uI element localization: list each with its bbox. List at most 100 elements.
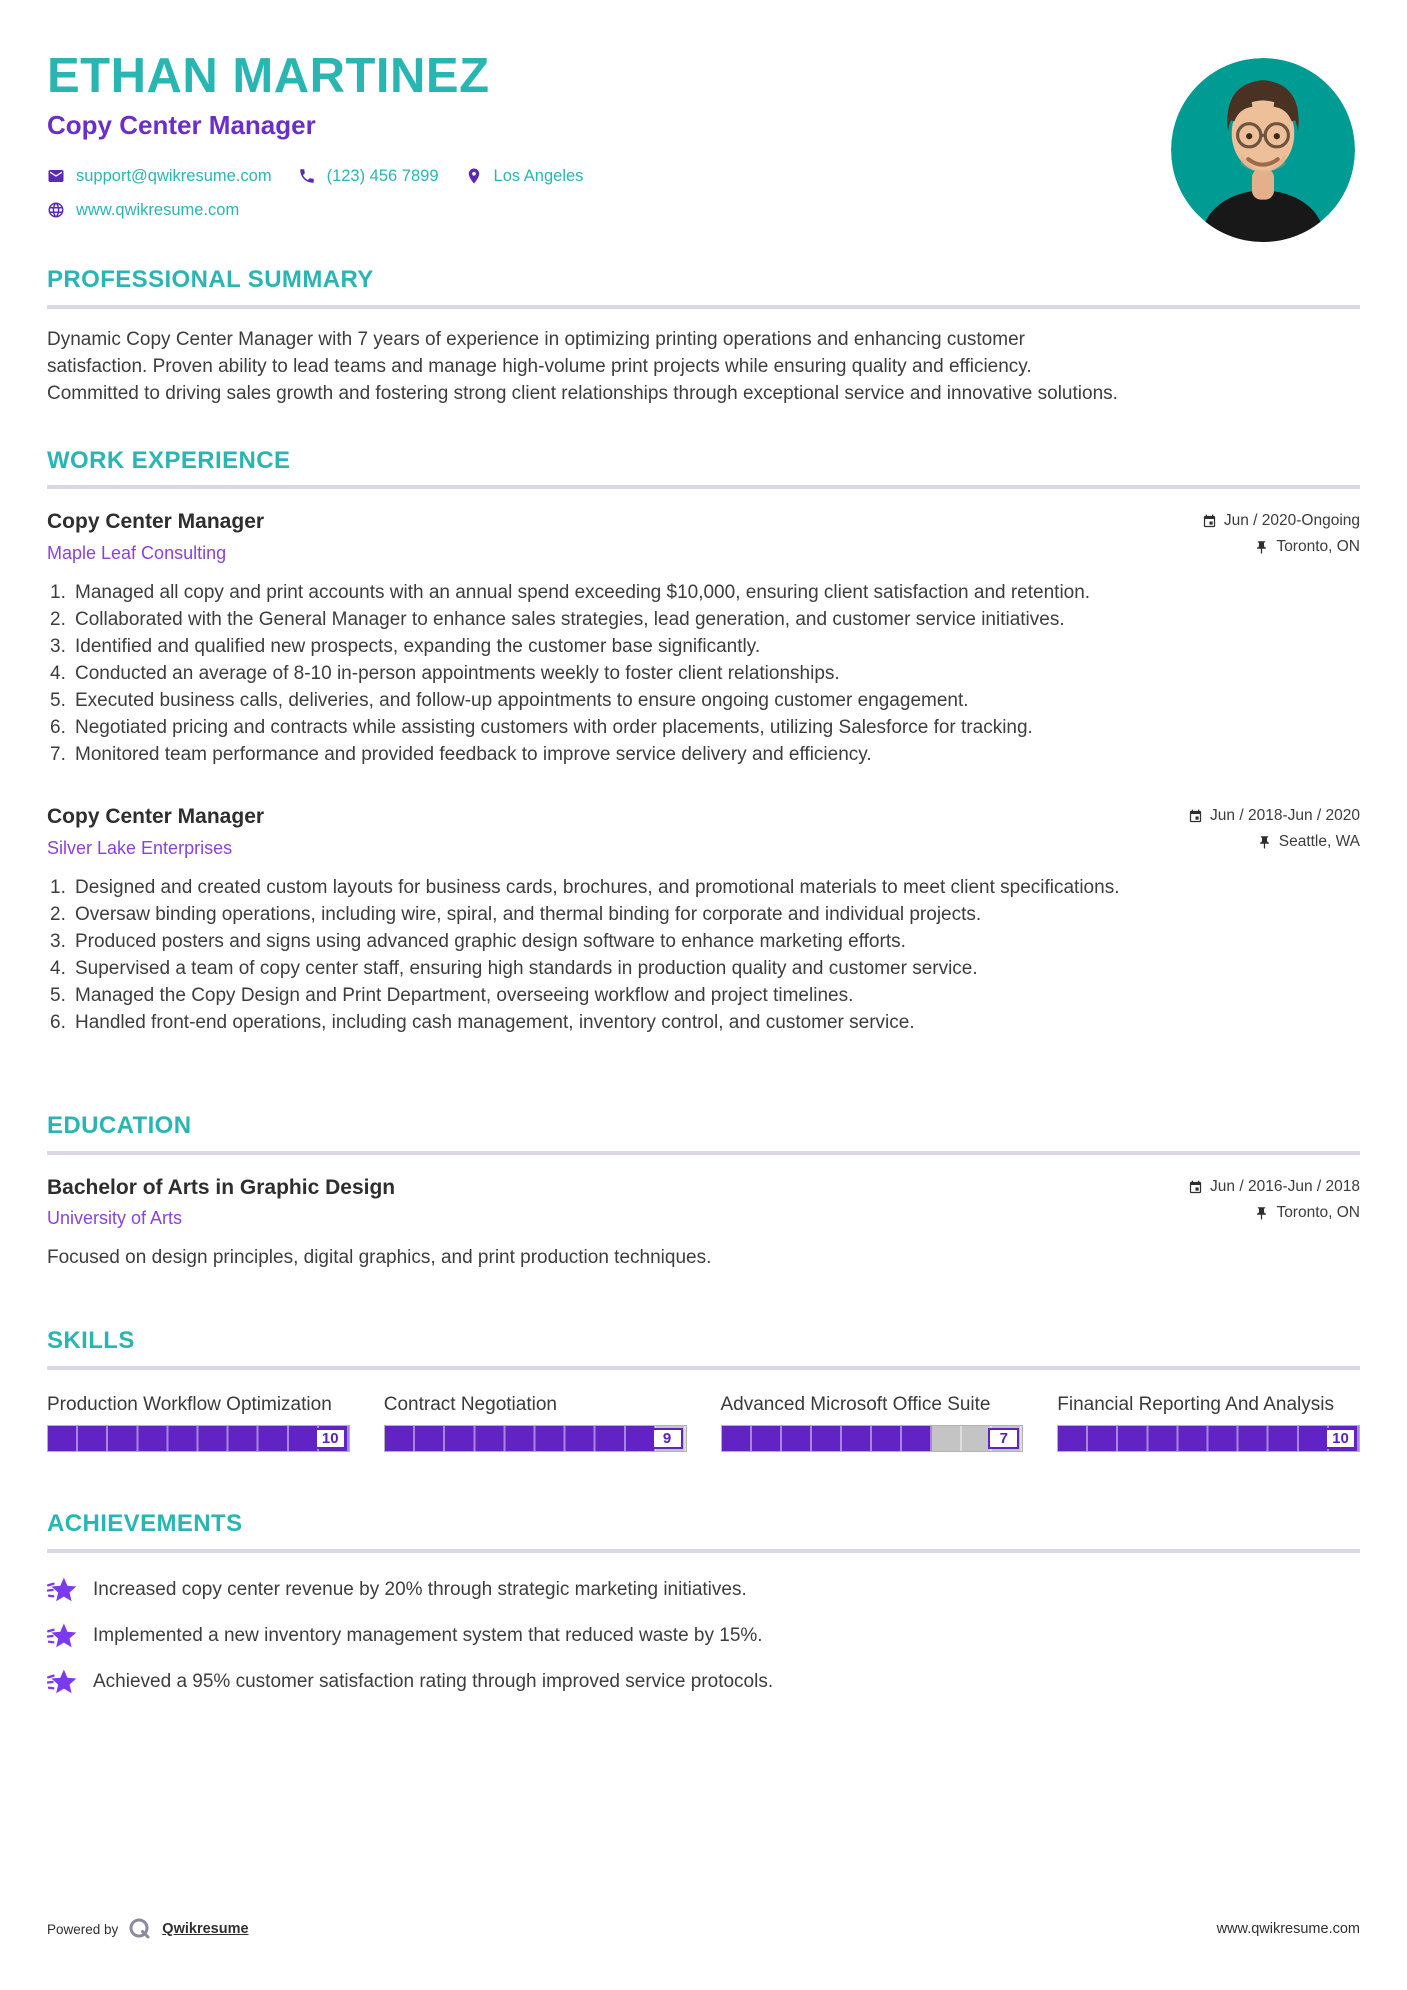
- skill-bar-fill: [384, 1425, 656, 1451]
- location-value: Los Angeles: [493, 166, 584, 185]
- contact-row-2: www.qwikresume.com: [47, 201, 1360, 220]
- powered-by-label: Powered by: [47, 1921, 119, 1937]
- job-bullet: Managed all copy and print accounts with…: [50, 579, 1091, 606]
- contact-email: support@qwikresume.com: [47, 167, 272, 186]
- phone-icon: [298, 167, 316, 185]
- job-bullet: Monitored team performance and provided …: [50, 741, 872, 768]
- education-location: Toronto, ON: [1276, 1204, 1360, 1222]
- work-heading: WORK EXPERIENCE: [47, 446, 291, 474]
- skill-item: Advanced Microsoft Office Suite 7: [720, 1392, 1024, 1452]
- contact-website: www.qwikresume.com: [47, 201, 239, 220]
- contact-location: Los Angeles: [465, 166, 584, 186]
- shooting-star-icon: [47, 1621, 77, 1651]
- section-work-experience: WORK EXPERIENCE Copy Center Manager Mapl…: [47, 446, 1360, 1036]
- avatar: [1171, 58, 1355, 242]
- skill-item: Contract Negotiation 9: [383, 1392, 687, 1452]
- job-title: Copy Center Manager: [47, 805, 265, 829]
- education-degree: Bachelor of Arts in Graphic Design: [47, 1176, 396, 1200]
- envelope-icon: [47, 167, 65, 185]
- pushpin-icon: [1254, 540, 1269, 555]
- education-dates: Jun / 2016-Jun / 2018: [1210, 1178, 1360, 1196]
- job-dates: Jun / 2020-Ongoing: [1223, 512, 1360, 530]
- qwikresume-brand-link[interactable]: Qwikresume: [162, 1921, 249, 1937]
- website-link[interactable]: www.qwikresume.com: [76, 200, 240, 219]
- calendar-icon: [1188, 1180, 1203, 1195]
- achievement-item: Increased copy center revenue by 20% thr…: [47, 1575, 1360, 1605]
- footer-website: www.qwikresume.com: [1216, 1921, 1360, 1937]
- job-bullet: Oversaw binding operations, including wi…: [50, 901, 982, 928]
- email-link[interactable]: support@qwikresume.com: [76, 166, 272, 185]
- education-description: Focused on design principles, digital gr…: [47, 1247, 712, 1269]
- section-divider: [47, 485, 1360, 490]
- job-bullet: Supervised a team of copy center staff, …: [50, 955, 978, 982]
- job-list: Copy Center Manager Maple Leaf Consultin…: [47, 509, 1360, 1036]
- job-entry: Copy Center Manager Silver Lake Enterpri…: [47, 804, 1360, 1036]
- skill-name: Financial Reporting And Analysis: [1057, 1393, 1334, 1415]
- job-bullet: Collaborated with the General Manager to…: [50, 606, 1065, 633]
- resume-header: ETHAN MARTINEZ Copy Center Manager suppo…: [47, 49, 1360, 242]
- skill-item: Production Workflow Optimization 10: [47, 1392, 350, 1452]
- job-bullet-list: Managed all copy and print accounts with…: [47, 579, 1122, 768]
- job-location: Seattle, WA: [1278, 833, 1360, 851]
- skill-name: Advanced Microsoft Office Suite: [720, 1393, 991, 1415]
- section-education: EDUCATION Bachelor of Arts in Graphic De…: [47, 1112, 1360, 1271]
- job-entry: Copy Center Manager Maple Leaf Consultin…: [47, 509, 1360, 768]
- job-location: Toronto, ON: [1276, 538, 1360, 556]
- avatar-portrait-illustration: [1171, 58, 1355, 242]
- section-divider: [47, 304, 1360, 309]
- section-skills: SKILLS Production Workflow Optimization …: [47, 1327, 1360, 1452]
- skill-bar-fill: [1058, 1425, 1359, 1451]
- job-bullet: Executed business calls, deliveries, and…: [50, 687, 969, 714]
- skill-level-badge: 10: [1325, 1427, 1356, 1449]
- education-school: University of Arts: [47, 1208, 183, 1229]
- section-professional-summary: PROFESSIONAL SUMMARY Dynamic Copy Center…: [47, 266, 1360, 407]
- qwikresume-q-logo: [127, 1916, 153, 1942]
- summary-heading: PROFESSIONAL SUMMARY: [47, 265, 374, 293]
- skill-item: Financial Reporting And Analysis 10: [1057, 1392, 1360, 1452]
- skill-level-badge: 9: [651, 1427, 683, 1449]
- skill-level-badge: 7: [988, 1427, 1020, 1449]
- job-bullet: Produced posters and signs using advance…: [50, 928, 906, 955]
- job-bullet: Negotiated pricing and contracts while a…: [50, 714, 1033, 741]
- person-job-title: Copy Center Manager: [47, 109, 316, 140]
- section-divider: [47, 1365, 1360, 1370]
- job-title: Copy Center Manager: [47, 510, 265, 534]
- skill-level-badge: 10: [314, 1427, 346, 1449]
- skill-name: Production Workflow Optimization: [47, 1393, 332, 1415]
- contact-phone: (123) 456 7899: [298, 167, 439, 186]
- education-heading: EDUCATION: [47, 1112, 192, 1140]
- person-name: ETHAN MARTINEZ: [47, 49, 490, 103]
- calendar-icon: [1202, 514, 1217, 529]
- achievement-text: Implemented a new inventory management s…: [93, 1625, 763, 1647]
- footer: Powered by Qwikresume www.qwikresume.com: [47, 1916, 1360, 1942]
- summary-text: Dynamic Copy Center Manager with 7 years…: [47, 328, 1118, 404]
- job-company: Maple Leaf Consulting: [47, 542, 227, 563]
- job-bullet: Managed the Copy Design and Print Depart…: [50, 982, 854, 1009]
- globe-icon: [47, 201, 65, 219]
- location-pin-icon: [465, 167, 483, 185]
- job-bullet-list: Designed and created custom layouts for …: [47, 874, 1122, 1036]
- education-entry: Bachelor of Arts in Graphic Design Unive…: [47, 1175, 1360, 1271]
- pushpin-icon: [1254, 1206, 1269, 1221]
- contact-row-1: support@qwikresume.com (123) 456 7899 Lo…: [47, 167, 1360, 186]
- skill-grid: Production Workflow Optimization 10 Cont…: [47, 1392, 1360, 1452]
- job-bullet: Identified and qualified new prospects, …: [50, 633, 761, 660]
- calendar-icon: [1188, 809, 1203, 824]
- skill-bar-fill: [48, 1425, 349, 1451]
- skill-bar-fill: [721, 1425, 933, 1451]
- phone-value: (123) 456 7899: [326, 166, 439, 185]
- section-achievements: ACHIEVEMENTS Increased copy center reven…: [47, 1510, 1360, 1697]
- skill-bar: 10: [1057, 1424, 1360, 1452]
- skill-name: Contract Negotiation: [383, 1393, 557, 1415]
- job-bullet: Designed and created custom layouts for …: [50, 874, 1120, 901]
- job-company: Silver Lake Enterprises: [47, 837, 233, 858]
- shooting-star-icon: [47, 1667, 77, 1697]
- skill-bar: 10: [47, 1424, 350, 1452]
- achievements-heading: ACHIEVEMENTS: [47, 1509, 243, 1537]
- skill-bar: 9: [383, 1424, 687, 1452]
- job-bullet: Conducted an average of 8-10 in-person a…: [50, 660, 840, 687]
- achievement-item: Implemented a new inventory management s…: [47, 1621, 1360, 1651]
- pushpin-icon: [1257, 835, 1272, 850]
- skills-heading: SKILLS: [47, 1327, 135, 1355]
